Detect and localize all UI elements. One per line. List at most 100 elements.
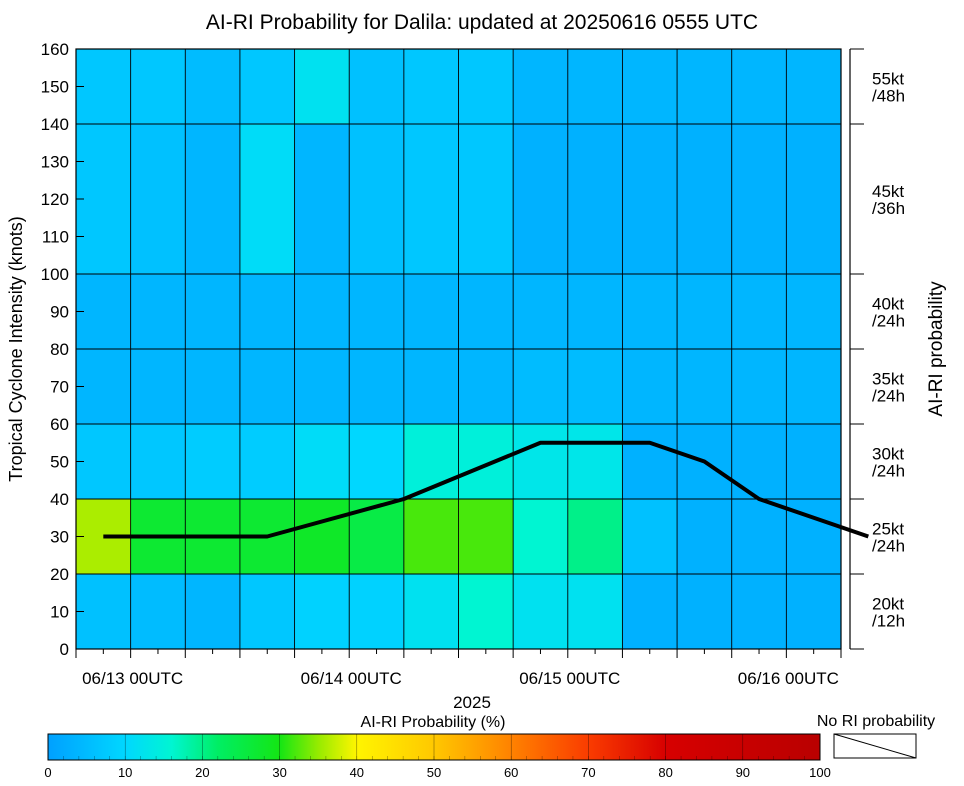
heatmap-grid [76, 49, 841, 649]
y-axis: 0 10 20 30 40 50 60 70 80 90 100 110 120 130 140 150 160 [41, 40, 84, 659]
chart-title: AI-RI Probability for Dalila: updated at… [206, 11, 758, 34]
heatmap-cell [786, 49, 842, 125]
colorbar-tick-label: 100 [809, 765, 831, 780]
heatmap-cell [239, 349, 295, 425]
heatmap-cell [349, 349, 405, 425]
colorbar-tick-label: 20 [195, 765, 209, 780]
heatmap-cell [513, 574, 569, 650]
x-axis-year-label: 2025 [453, 693, 491, 712]
heatmap-cell [185, 574, 241, 650]
colorbar-tick-label: 70 [581, 765, 595, 780]
heatmap-cell [731, 49, 787, 125]
heatmap-cell [458, 349, 514, 425]
heatmap-cell [403, 124, 459, 275]
heatmap-cell [185, 424, 241, 500]
heatmap-cell [294, 124, 350, 275]
y-tick-label: 0 [60, 640, 69, 659]
y-tick-label: 80 [50, 340, 69, 359]
heatmap-cell [786, 274, 842, 350]
colorbar-tick-label: 60 [504, 765, 518, 780]
y-axis-label: Tropical Cyclone Intensity (knots) [6, 216, 26, 481]
colorbar-tick-label: 80 [658, 765, 672, 780]
heatmap-cell [403, 349, 459, 425]
y-tick-label: 50 [50, 453, 69, 472]
heatmap-cell [622, 574, 678, 650]
colorbar-tick-label: 0 [44, 765, 51, 780]
heatmap-cell [786, 124, 842, 275]
y-tick-label: 30 [50, 528, 69, 547]
heatmap-cell [349, 49, 405, 125]
y-tick-label: 100 [41, 265, 69, 284]
heatmap-cell [731, 499, 787, 575]
heatmap-cell [622, 349, 678, 425]
heatmap-cell [513, 499, 569, 575]
right-axis-label-line1: 45kt [872, 182, 904, 201]
heatmap-cell [76, 274, 131, 350]
heatmap-cell [294, 499, 350, 575]
x-tick-label: 06/16 00UTC [738, 669, 839, 688]
y-tick-label: 160 [41, 40, 69, 59]
heatmap-cell [567, 499, 623, 575]
y-tick-label: 150 [41, 78, 69, 97]
heatmap-cell [458, 274, 514, 350]
heatmap-cells [76, 49, 842, 650]
heatmap-cell [677, 574, 733, 650]
heatmap-cell [239, 274, 295, 350]
heatmap-cell [731, 349, 787, 425]
colorbar-ticks: 0 10 20 30 40 50 60 70 80 90 100 [44, 734, 831, 780]
right-axis-label: AI-RI probability [926, 281, 947, 417]
y-tick-label: 90 [50, 303, 69, 322]
heatmap-cell [76, 124, 131, 275]
heatmap-cell [567, 574, 623, 650]
right-axis-label-line2: /24h [872, 537, 905, 556]
x-tick-label: 06/15 00UTC [519, 669, 620, 688]
heatmap-cell [76, 424, 131, 500]
y-tick-label: 10 [50, 603, 69, 622]
right-axis-label-line1: 40kt [872, 295, 904, 314]
heatmap-cell [622, 49, 678, 125]
heatmap-cell [622, 424, 678, 500]
y-tick-label: 130 [41, 153, 69, 172]
right-axis-label-line2: /24h [872, 387, 905, 406]
heatmap-cell [567, 124, 623, 275]
heatmap-cell [513, 274, 569, 350]
heatmap-cell [513, 349, 569, 425]
heatmap-cell [622, 274, 678, 350]
right-axis-label-line2: /72h [872, 0, 905, 4]
heatmap-cell [294, 49, 350, 125]
right-axis-label-line1: 65kt [872, 0, 904, 4]
heatmap-cell [403, 499, 459, 575]
heatmap-cell [403, 574, 459, 650]
heatmap-cell [731, 124, 787, 275]
y-tick-label: 20 [50, 565, 69, 584]
heatmap-cell [130, 274, 186, 350]
y-tick-label: 120 [41, 190, 69, 209]
heatmap-cell [349, 424, 405, 500]
heatmap-cell [185, 349, 241, 425]
heatmap-cell [731, 274, 787, 350]
colorbar-label: AI-RI Probability (%) [361, 714, 506, 731]
heatmap-cell [185, 274, 241, 350]
right-axis-label-line1: 55kt [872, 70, 904, 89]
heatmap-cell [622, 499, 678, 575]
heatmap-cell [513, 424, 569, 500]
heatmap-cell [403, 49, 459, 125]
heatmap-cell [458, 574, 514, 650]
heatmap-cell [349, 124, 405, 275]
heatmap-cell [294, 349, 350, 425]
heatmap-cell [130, 49, 186, 125]
heatmap-cell [677, 274, 733, 350]
heatmap-cell [786, 574, 842, 650]
heatmap-cell [731, 574, 787, 650]
x-tick-label: 06/14 00UTC [301, 669, 402, 688]
heatmap-cell [349, 274, 405, 350]
right-axis-label-line2: /24h [872, 462, 905, 481]
y-tick-label: 110 [42, 228, 69, 247]
right-axis-label-line1: 25kt [872, 520, 904, 539]
colorbar-tick-label: 90 [736, 765, 750, 780]
heatmap-cell [513, 124, 569, 275]
heatmap-cell [239, 574, 295, 650]
heatmap-cell [239, 424, 295, 500]
y-tick-label: 140 [41, 115, 69, 134]
